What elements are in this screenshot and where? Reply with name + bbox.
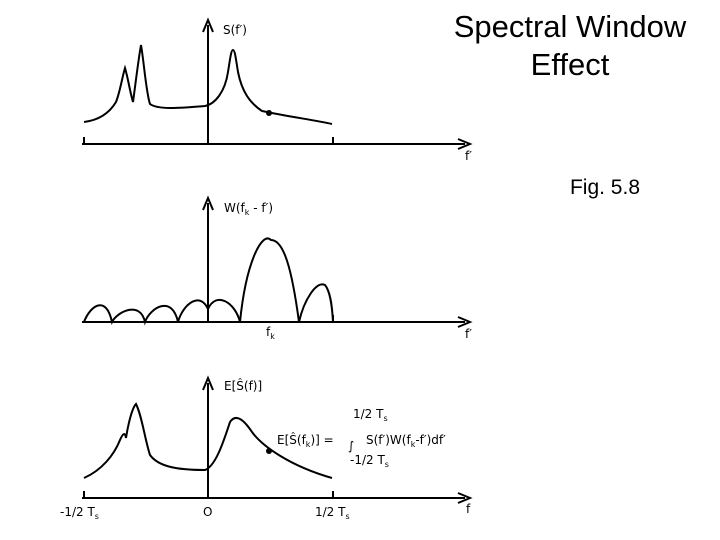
mid-x-arrowhead bbox=[457, 316, 473, 328]
bot-right-tick-label: 1/2 Ts bbox=[315, 505, 350, 521]
window-sidelobes-curve bbox=[83, 237, 334, 326]
expected-spectrum-curve bbox=[83, 402, 333, 479]
bot-left-tick-label: -1/2 Ts bbox=[60, 505, 99, 521]
top-x-label: f′ bbox=[465, 149, 472, 163]
spectrum-curve bbox=[83, 44, 333, 125]
top-y-arrowhead bbox=[202, 17, 214, 33]
panel-spectrum: S(f′) f′ bbox=[82, 17, 473, 163]
panel-window: W(fk - f′) fk f′ bbox=[82, 195, 473, 341]
spectrum-marker-dot bbox=[266, 110, 272, 116]
bot-x-label: f bbox=[466, 502, 471, 516]
eq-upper-limit: 1/2 Ts bbox=[353, 407, 388, 423]
eq-integral-sign: ∫ bbox=[348, 439, 354, 453]
mid-y-arrowhead bbox=[202, 195, 214, 211]
mid-y-label: W(fk - f′) bbox=[224, 201, 273, 217]
bot-zero-tick-label: O bbox=[203, 505, 212, 519]
bot-x-arrowhead bbox=[457, 492, 473, 504]
top-y-label: S(f′) bbox=[223, 23, 247, 37]
integral-equation: 1/2 Ts E[Ŝ(fk)] = ∫ S(f′)W(fk-f′)df′ -1/… bbox=[277, 407, 446, 469]
bot-y-arrowhead bbox=[202, 375, 214, 391]
mid-fk-tick-label: fk bbox=[266, 325, 275, 341]
slide-title: Spectral Window Effect bbox=[425, 8, 715, 84]
title-line-1: Spectral Window bbox=[453, 9, 687, 44]
title-line-2: Effect bbox=[530, 47, 610, 82]
bot-y-label: E[Ŝ(f)] bbox=[224, 378, 262, 393]
mid-x-label: f′ bbox=[465, 327, 472, 341]
expected-marker-dot bbox=[266, 448, 272, 454]
eq-integrand: S(f′)W(fk-f′)df′ bbox=[366, 433, 446, 449]
figure-label: Fig. 5.8 bbox=[569, 176, 641, 199]
eq-lhs: E[Ŝ(fk)] = bbox=[277, 432, 334, 449]
eq-lower-limit: -1/2 Ts bbox=[350, 453, 389, 469]
panel-expected-spectrum: E[Ŝ(f)] f -1/2 Ts O 1/2 Ts 1/2 Ts E[Ŝ(fk… bbox=[60, 375, 473, 521]
top-x-arrowhead bbox=[457, 138, 473, 150]
